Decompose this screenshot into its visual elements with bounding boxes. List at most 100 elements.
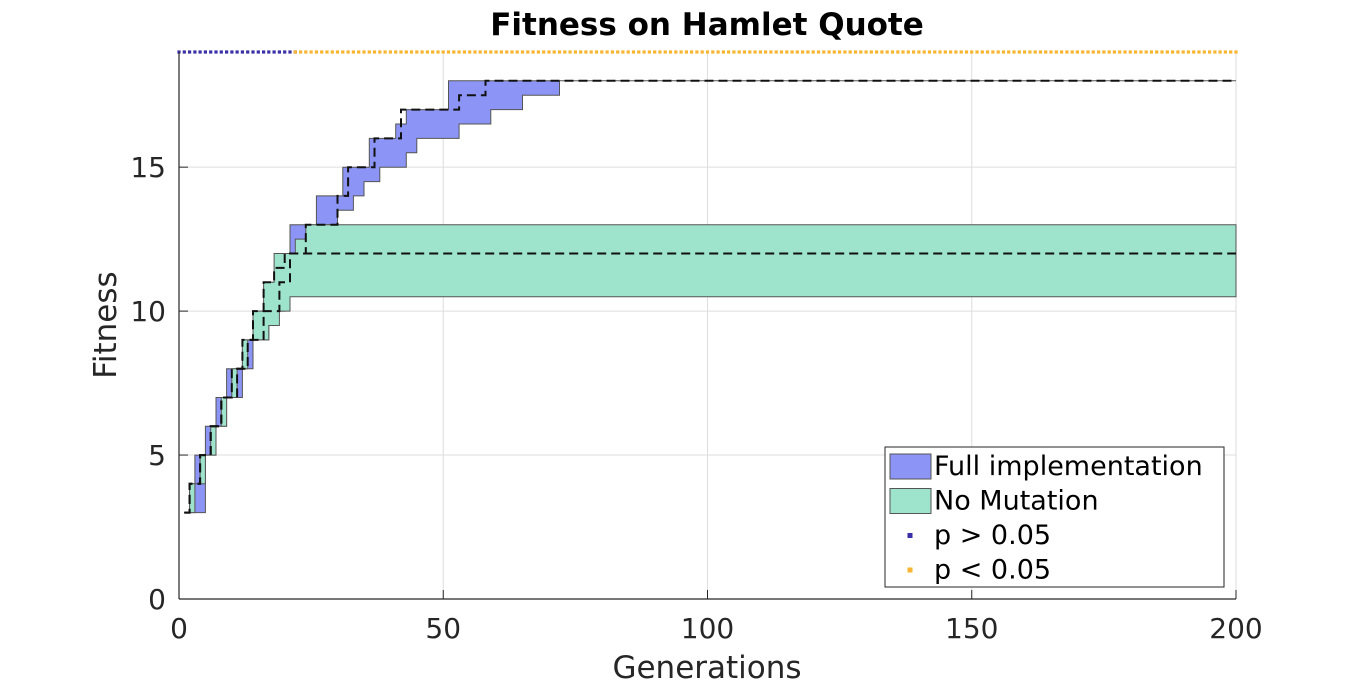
significance-marker-1 — [330, 50, 334, 54]
significance-marker-1 — [732, 50, 736, 54]
x-tick-label: 200 — [1209, 612, 1262, 645]
significance-marker-1 — [711, 50, 715, 54]
significance-marker-1 — [1149, 50, 1153, 54]
significance-marker-1 — [980, 50, 984, 54]
significance-marker-0 — [214, 50, 218, 54]
significance-marker-1 — [1208, 50, 1212, 54]
significance-marker-1 — [801, 50, 805, 54]
significance-marker-1 — [547, 50, 551, 54]
significance-marker-1 — [1155, 50, 1159, 54]
significance-marker-1 — [668, 50, 673, 54]
significance-marker-1 — [811, 50, 815, 54]
significance-marker-1 — [875, 50, 879, 54]
significance-marker-1 — [1086, 50, 1090, 54]
significance-marker-1 — [927, 50, 932, 54]
significance-marker-1 — [986, 50, 990, 54]
significance-marker-1 — [906, 50, 910, 54]
significance-marker-1 — [880, 50, 884, 54]
significance-marker-1 — [1112, 50, 1116, 54]
significance-marker-0 — [203, 50, 207, 54]
significance-marker-1 — [816, 50, 821, 54]
significance-marker-1 — [1197, 50, 1201, 54]
significance-marker-1 — [779, 50, 784, 54]
significance-marker-0 — [219, 50, 223, 54]
significance-marker-1 — [346, 50, 350, 54]
significance-marker-1 — [806, 50, 810, 54]
significance-marker-0 — [267, 50, 271, 54]
significance-marker-0 — [240, 50, 244, 54]
significance-marker-1 — [737, 50, 741, 54]
significance-marker-0 — [272, 50, 276, 54]
significance-marker-1 — [938, 50, 942, 54]
significance-marker-1 — [838, 50, 842, 54]
chart-title: Fitness on Hamlet Quote — [490, 7, 924, 43]
significance-marker-1 — [769, 50, 773, 54]
legend-label: Full implementation — [934, 451, 1203, 482]
significance-marker-1 — [1001, 50, 1006, 54]
legend-label: p > 0.05 — [934, 520, 1051, 551]
significance-marker-1 — [557, 50, 562, 54]
significance-marker-1 — [425, 50, 429, 54]
significance-marker-1 — [1033, 50, 1037, 54]
significance-marker-1 — [341, 50, 345, 54]
significance-marker-1 — [309, 50, 313, 54]
significance-marker-1 — [378, 50, 382, 54]
significance-marker-1 — [1028, 50, 1032, 54]
legend-label: No Mutation — [934, 486, 1099, 517]
significance-marker-1 — [658, 50, 662, 54]
significance-marker-1 — [335, 50, 340, 54]
significance-marker-1 — [621, 50, 625, 54]
significance-marker-0 — [288, 50, 292, 54]
significance-marker-1 — [901, 50, 905, 54]
significance-marker-1 — [1176, 50, 1180, 54]
significance-marker-1 — [1160, 50, 1164, 54]
significance-marker-1 — [473, 50, 477, 54]
significance-marker-1 — [1081, 50, 1085, 54]
legend-marker — [907, 533, 913, 538]
significance-marker-1 — [531, 50, 535, 54]
significance-marker-1 — [631, 50, 636, 54]
significance-marker-1 — [843, 50, 847, 54]
significance-marker-1 — [917, 50, 921, 54]
significance-marker-1 — [515, 50, 519, 54]
significance-marker-1 — [848, 50, 852, 54]
legend-label: p < 0.05 — [934, 555, 1051, 586]
significance-marker-1 — [489, 50, 493, 54]
significance-marker-1 — [520, 50, 525, 54]
x-axis-label: Generations — [612, 650, 801, 686]
significance-marker-1 — [959, 50, 963, 54]
significance-marker-1 — [457, 50, 461, 54]
significance-marker-1 — [748, 50, 752, 54]
significance-marker-1 — [394, 50, 398, 54]
significance-marker-0 — [283, 50, 287, 54]
significance-marker-1 — [774, 50, 778, 54]
significance-marker-1 — [964, 50, 969, 54]
median-line-1 — [184, 252, 1236, 514]
significance-marker-1 — [536, 50, 540, 54]
plot-area: 0 50 100 150 200 0 5 10 15 — [130, 50, 1263, 645]
significance-marker-1 — [589, 50, 593, 54]
significance-marker-1 — [1134, 50, 1138, 54]
significance-marker-1 — [351, 50, 355, 54]
significance-marker-1 — [552, 50, 556, 54]
significance-marker-1 — [1234, 50, 1238, 54]
significance-marker-1 — [605, 50, 609, 54]
significance-marker-1 — [362, 50, 366, 54]
significance-marker-1 — [869, 50, 873, 54]
x-tick-label: 150 — [945, 612, 998, 645]
significance-marker-1 — [647, 50, 651, 54]
significance-marker-1 — [494, 50, 498, 54]
significance-marker-1 — [827, 50, 831, 54]
significance-marker-1 — [1218, 50, 1222, 54]
y-tick-label: 15 — [130, 151, 166, 184]
significance-marker-1 — [700, 50, 704, 54]
significance-marker-1 — [542, 50, 546, 54]
significance-marker-1 — [383, 50, 387, 54]
significance-marker-0 — [246, 50, 250, 54]
significance-marker-1 — [1070, 50, 1074, 54]
significance-marker-1 — [975, 50, 979, 54]
significance-marker-1 — [1102, 50, 1106, 54]
significance-marker-1 — [314, 50, 318, 54]
